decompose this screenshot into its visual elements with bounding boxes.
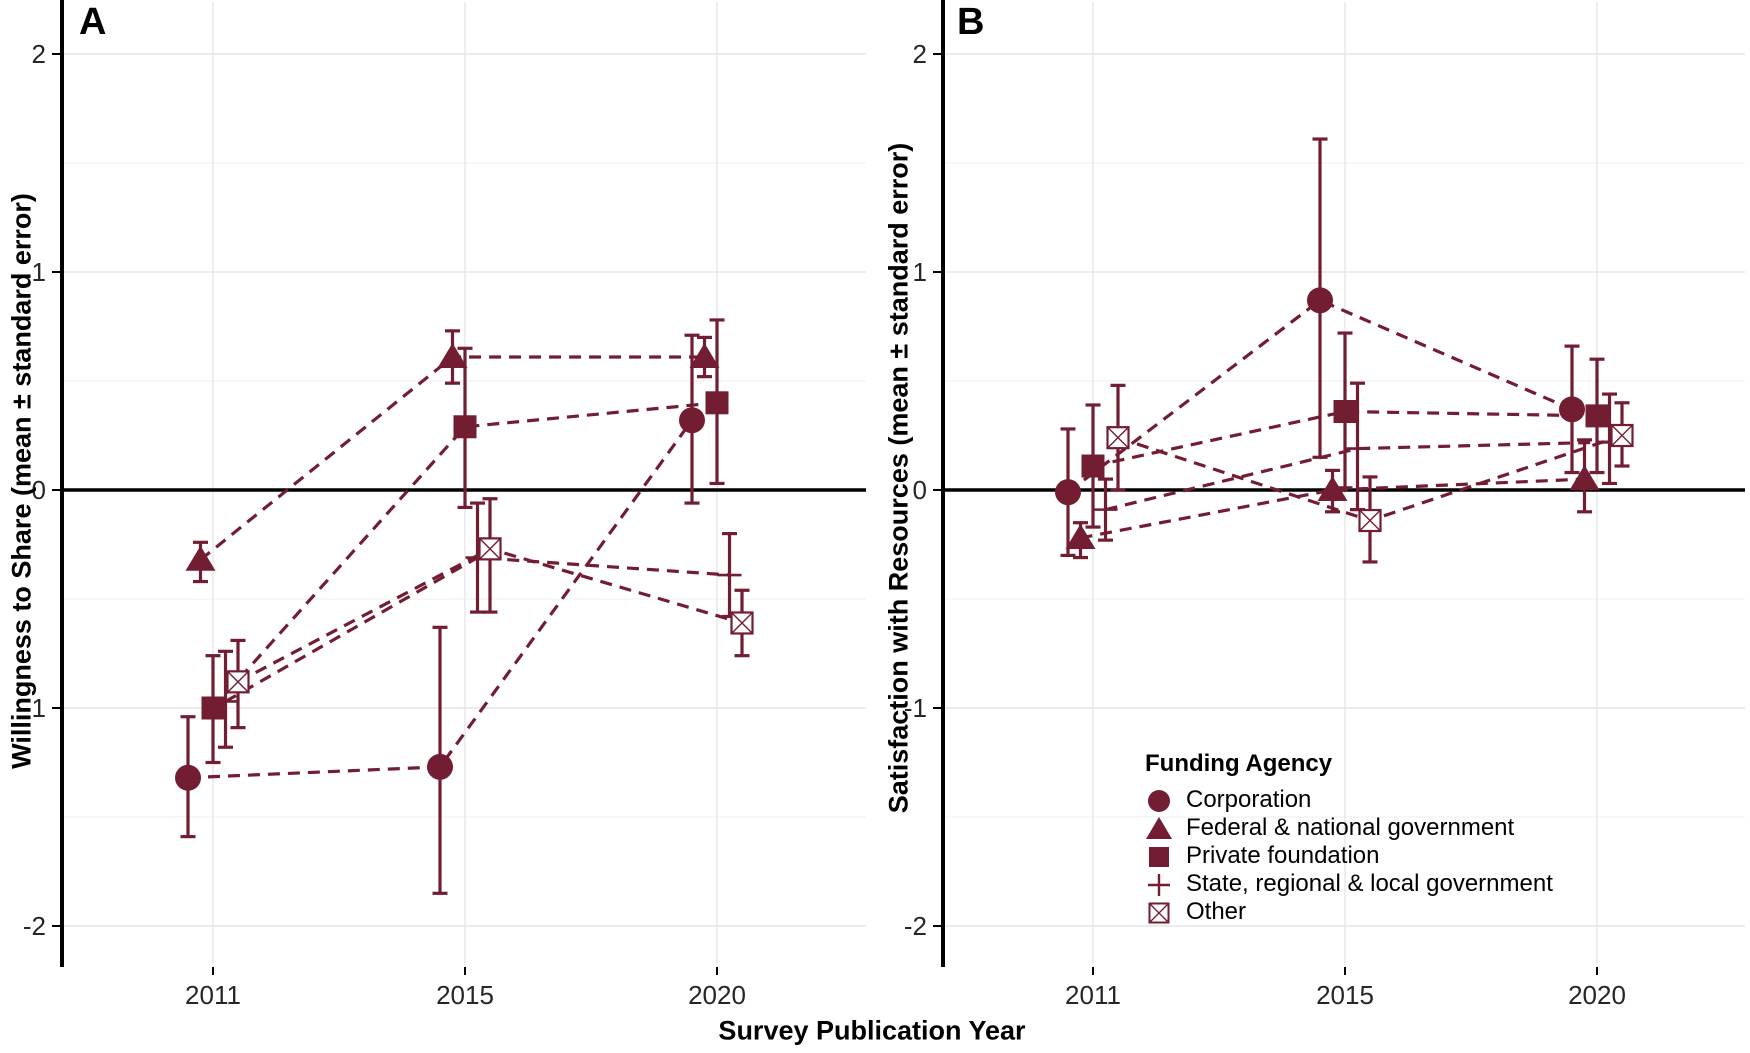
square-cross-icon: [1148, 902, 1170, 923]
panel-b-marker-square: [1585, 404, 1609, 428]
panel-a-marker-circle: [175, 764, 201, 791]
panel-a-marker-plus: [717, 563, 742, 588]
panel-b-y-tick-label: 0: [913, 475, 927, 505]
panel-a-marker-square-cross-cross: [731, 611, 753, 634]
plus-icon-shape: [1148, 873, 1170, 896]
panel-b-y-tick-label: 1: [913, 257, 927, 287]
panel-b-line-square: [1092, 409, 1598, 468]
panel-b-marker-square-cross-cross: [1611, 424, 1633, 447]
panel-a-marker-circle: [427, 753, 453, 780]
panel-a-y-tick-label: 0: [32, 475, 46, 505]
legend-item-label: Private foundation: [1186, 842, 1380, 869]
x-axis-title: Survey Publication Year: [718, 1015, 1026, 1046]
legend-item: Other: [1145, 898, 1553, 926]
panel-b-marker-circle: [1307, 287, 1333, 314]
legend-item: State, regional & local government: [1145, 870, 1553, 898]
panel-a-y-tick-label: -2: [23, 911, 46, 941]
panel-a-marker-square-cross-cross: [227, 670, 249, 693]
panel-b-marker-triangle: [1065, 523, 1096, 549]
square-icon: [1149, 846, 1169, 867]
panel-b-y-tick-label: 2: [913, 39, 927, 69]
panel-a-x-tick-label: 2015: [436, 980, 494, 1010]
plus-icon: [1148, 873, 1170, 896]
panel-b-marker-square-cross-cross: [1359, 509, 1381, 532]
panel-b-marker-circle: [1055, 479, 1081, 506]
panel-b-y-axis-title: Satisfaction with Resources (mean ± stan…: [883, 142, 914, 814]
panel-a-line-square: [211, 401, 718, 710]
panel-a-line-triangle: [199, 355, 705, 562]
triangle-icon: [1146, 816, 1172, 839]
panel-a-marker-triangle: [437, 343, 468, 369]
legend-title: Funding Agency: [1145, 750, 1333, 777]
triangle-icon-shape: [1146, 816, 1172, 839]
legend-item-label: State, regional & local government: [1186, 870, 1553, 897]
legend-items: Corporation Federal & national government…: [1145, 786, 1553, 926]
panel-a-marker-circle: [679, 407, 705, 434]
panel-a-marker-square: [201, 696, 225, 720]
panel-b-marker-plus: [1345, 436, 1370, 461]
legend-item: Federal & national government: [1145, 814, 1553, 842]
panel-a-marker-plus: [213, 689, 238, 714]
panel-b-marker-plus: [1093, 497, 1118, 522]
panel-a-label: A: [79, 1, 107, 43]
panel-b-marker-square: [1081, 454, 1105, 478]
panel-b-line-circle: [1067, 298, 1573, 494]
circle-icon-shape: [1148, 789, 1170, 812]
panel-a-marker-square: [705, 391, 729, 415]
legend: Funding Agency Corporation Federal & nati…: [1145, 750, 1553, 926]
panel-a-y-tick-label: 2: [32, 39, 46, 69]
panel-a-x-tick-label: 2011: [185, 980, 241, 1010]
panel-b-y-tick-label: -2: [904, 911, 927, 941]
panel-b-x-tick-label: 2011: [1065, 980, 1121, 1010]
panel-a-line-circle: [187, 419, 694, 780]
panel-a-marker-triangle: [689, 343, 720, 369]
panel-a-y-tick-label: 1: [32, 257, 46, 287]
panel-a-x-tick-label: 2020: [688, 980, 746, 1010]
panel-a-marker-square-cross-cross: [479, 537, 501, 560]
legend-item: Private foundation: [1145, 842, 1553, 870]
panel-b-line-plus: [1105, 440, 1610, 512]
panel-a-y-axis-title: Willingness to Share (mean ± standard er…: [6, 193, 37, 769]
panel-b-line-triangle: [1080, 477, 1585, 540]
panel-b-marker-square: [1333, 400, 1357, 424]
panel-b-marker-square-cross-cross: [1107, 426, 1129, 449]
panel-b-marker-triangle: [1317, 476, 1348, 501]
panel-b-x-tick-label: 2020: [1568, 980, 1626, 1010]
panel-b-x-tick-label: 2015: [1316, 980, 1374, 1010]
circle-icon: [1148, 789, 1170, 812]
legend-item: Corporation: [1145, 786, 1553, 814]
legend-item-label: Other: [1186, 898, 1247, 925]
panel-b-marker-circle: [1559, 396, 1585, 423]
panel-a-marker-square: [453, 415, 477, 439]
legend-item-label: Corporation: [1186, 786, 1312, 813]
legend-item-label: Federal & national government: [1186, 814, 1515, 841]
panel-a-y-tick-label: -1: [23, 693, 46, 723]
panel-b-y-tick-label: -1: [904, 693, 927, 723]
panel-b-marker-triangle: [1569, 465, 1600, 491]
panel-a-marker-triangle: [185, 545, 216, 571]
square-cross-icon-shape: [1149, 902, 1169, 923]
square-icon-shape: [1149, 846, 1169, 867]
panel-b-label: B: [957, 1, 985, 43]
